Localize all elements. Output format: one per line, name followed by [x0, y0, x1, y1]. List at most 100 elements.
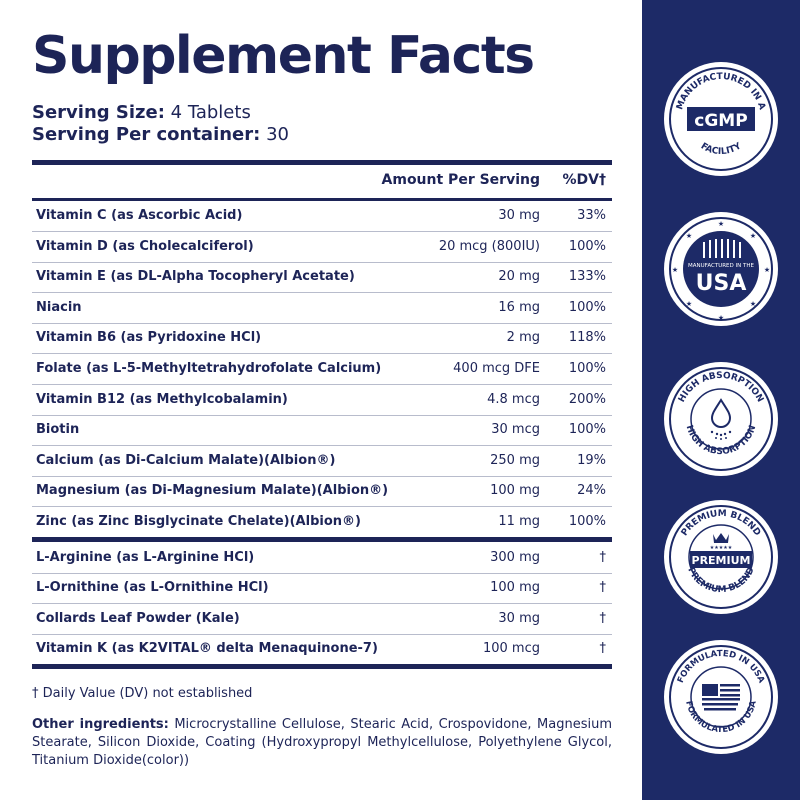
table-row: Vitamin B6 (as Pyridoxine HCl) 2 mg 118%: [32, 323, 612, 355]
svg-text:★: ★: [686, 300, 692, 308]
header-divider: [32, 198, 612, 201]
nutrient-dv: 100%: [568, 514, 606, 529]
table-row: Zinc (as Zinc Bisglycinate Chelate)(Albi…: [32, 507, 612, 538]
nutrient-dv: 24%: [577, 483, 606, 499]
top-divider: [32, 160, 612, 165]
table-row: Vitamin B12 (as Methylcobalamin) 4.8 mcg 2…: [32, 385, 612, 416]
nutrient-amount: 30 mg: [498, 610, 540, 626]
nutrient-name: Calcium (as Di-Calcium Malate)(Albion®): [36, 452, 336, 468]
nutrient-amount: 20 mcg (800IU): [438, 238, 540, 254]
badge-sidebar: MANUFACTURED IN A cGMP FACILITY ★ ★ ★ ★ ★ ★…: [642, 0, 800, 800]
svg-text:HIGH ABSORPTION: HIGH ABSORPTION: [684, 424, 759, 457]
table-row: Vitamin D (as Cholecalciferol) 20 mcg (80…: [32, 232, 612, 263]
cgmp-bottom-text: FACILITY: [699, 141, 744, 157]
nutrient-name: L-Ornithine (as L-Ornithine HCl): [36, 580, 269, 596]
table-row: Vitamin C (as Ascorbic Acid) 30 mg 33%: [32, 201, 612, 232]
nutrient-dv: 118%: [568, 330, 606, 346]
nutrient-dv: †: [599, 610, 607, 626]
svg-text:★: ★: [750, 232, 756, 240]
nutrient-dv: 100%: [568, 361, 606, 376]
svg-text:★: ★: [686, 232, 692, 240]
svg-text:★: ★: [672, 266, 678, 274]
svg-text:★: ★: [673, 266, 679, 274]
made-in-usa-badge: ★ ★ ★ ★ ★ ★ ★ ★ ★ ★ ★ ★ MANUFACTURED IN THE US…: [664, 212, 778, 326]
nutrient-name: Collards Leaf Powder (Kale): [36, 610, 240, 626]
nutrient-name: L-Arginine (as L-Arginine HCl): [36, 549, 255, 565]
cgmp-center-text: cGMP: [694, 111, 747, 131]
other-ingredients-text: Microcrystalline Cellulose, Stearic Acid…: [32, 717, 612, 768]
premium-badge-graphic: PREMIUM BLEND ★★★★★ PREMIUM PREMIUM BLEN…: [669, 505, 773, 609]
nutrient-dv: 100%: [568, 299, 606, 315]
usa-badge-graphic: ★★ ★ ★ ★★ ★ ★ ★ ★ ★ ★ MANUFACTURED IN THE US…: [669, 217, 773, 322]
svg-text:★: ★: [718, 219, 724, 227]
cgmp-badge-graphic: MANUFACTURED IN A cGMP FACILITY: [669, 67, 773, 171]
table-row: Biotin 30 mcg 100%: [32, 415, 612, 447]
premium-center-text: PREMIUM: [692, 554, 751, 567]
footnote: † Daily Value (DV) not established: [32, 686, 253, 701]
cgmp-top-text: MANUFACTURED IN A: [675, 72, 767, 111]
nutrient-dv: 200%: [568, 391, 606, 407]
nutrient-amount: 30 mg: [498, 208, 540, 223]
nutrient-name: Vitamin B12 (as Methylcobalamin): [36, 391, 288, 407]
premium-blend-badge: PREMIUM BLEND ★★★★★ PREMIUM PREMIUM BLEN…: [664, 500, 778, 614]
nutrient-amount: 30 mcg: [491, 422, 540, 438]
premium-bottom-text: PREMIUM BLEND: [685, 566, 756, 595]
usa-top-text: MANUFACTURED IN THE: [688, 263, 754, 269]
nutrient-name: Vitamin K (as K2VITAL® delta Menaquinone…: [36, 641, 378, 657]
nutrient-name: Vitamin D (as Cholecalciferol): [36, 238, 254, 254]
nutrient-dv: †: [599, 580, 607, 596]
nutrient-amount: 300 mg: [490, 549, 540, 565]
nutrient-dv: 100%: [568, 422, 606, 438]
nutrient-amount: 250 mg: [490, 452, 540, 468]
svg-text:★: ★: [718, 220, 724, 228]
nutrient-name: Folate (as L-5-Methyltetrahydrofolate Ca…: [36, 361, 382, 376]
nutrient-amount: 2 mg: [506, 330, 540, 346]
nutrient-name: Vitamin E (as DL-Alpha Tocopheryl Acetat…: [36, 269, 355, 285]
svg-text:★: ★: [763, 266, 769, 274]
nutrient-dv: 19%: [577, 452, 606, 468]
droplet-icon: [710, 398, 732, 428]
svg-text:★: ★: [718, 313, 724, 321]
bottom-divider: [32, 664, 612, 669]
nutrient-dv: †: [599, 549, 607, 565]
svg-text:FACILITY: FACILITY: [699, 141, 744, 157]
nutrient-dv: †: [599, 641, 607, 657]
serving-size-label: Serving Size:: [32, 102, 165, 123]
table-row: L-Ornithine (as L-Ornithine HCl) 100 mg †: [32, 573, 612, 605]
page-title: Supplement Facts: [32, 26, 535, 86]
nutrient-name: Biotin: [36, 422, 80, 438]
table-row: L-Arginine (as L-Arginine HCl) 300 mg †: [32, 543, 612, 574]
svg-text:★: ★: [750, 300, 756, 308]
table-row: Calcium (as Di-Calcium Malate)(Albion®) 2…: [32, 446, 612, 477]
formulated-in-usa-badge: FORMULATED IN USA FORMULATED IN USA: [664, 640, 778, 754]
usa-center-text: USA: [696, 271, 747, 296]
table-row: Vitamin K (as K2VITAL® delta Menaquinone…: [32, 634, 612, 666]
formulated-badge-graphic: FORMULATED IN USA FORMULATED IN USA: [669, 645, 773, 749]
nutrient-amount: 16 mg: [498, 299, 540, 315]
nutrient-name: Vitamin C (as Ascorbic Acid): [36, 208, 243, 223]
svg-text:PREMIUM BLEND: PREMIUM BLEND: [685, 566, 756, 595]
cgmp-badge: MANUFACTURED IN A cGMP FACILITY: [664, 62, 778, 176]
high-absorption-badge: HIGH ABSORPTION HIGH ABSORPTION: [664, 362, 778, 476]
group-divider: [32, 536, 612, 542]
serving-size: Serving Size: 4 Tablets: [32, 102, 251, 123]
nutrient-amount: 100 mg: [490, 483, 540, 499]
nutrient-amount: 100 mg: [490, 580, 540, 596]
table-row: Collards Leaf Powder (Kale) 30 mg †: [32, 604, 612, 635]
nutrient-name: Vitamin B6 (as Pyridoxine HCl): [36, 330, 262, 346]
other-ingredients-label: Other ingredients:: [32, 717, 169, 732]
dv-header: %DV†: [562, 172, 606, 188]
svg-text:★★★★★: ★★★★★: [710, 545, 733, 551]
nutrient-amount: 11 mg: [498, 514, 540, 529]
table-row: Folate (as L-5-Methyltetrahydrofolate Ca…: [32, 354, 612, 385]
nutrient-name: Magnesium (as Di-Magnesium Malate)(Albio…: [36, 483, 389, 499]
nutrient-name: Zinc (as Zinc Bisglycinate Chelate)(Albi…: [36, 514, 361, 529]
servings-per-container: Serving Per container: 30: [32, 124, 289, 145]
svg-text:★: ★: [764, 266, 770, 274]
nutrient-name: Niacin: [36, 299, 82, 315]
absorption-badge-graphic: HIGH ABSORPTION HIGH ABSORPTION: [669, 367, 773, 471]
nutrient-amount: 20 mg: [498, 269, 540, 285]
table-row: Niacin 16 mg 100%: [32, 293, 612, 324]
table-row: Vitamin E (as DL-Alpha Tocopheryl Acetat…: [32, 262, 612, 294]
nutrient-dv: 100%: [568, 238, 606, 254]
